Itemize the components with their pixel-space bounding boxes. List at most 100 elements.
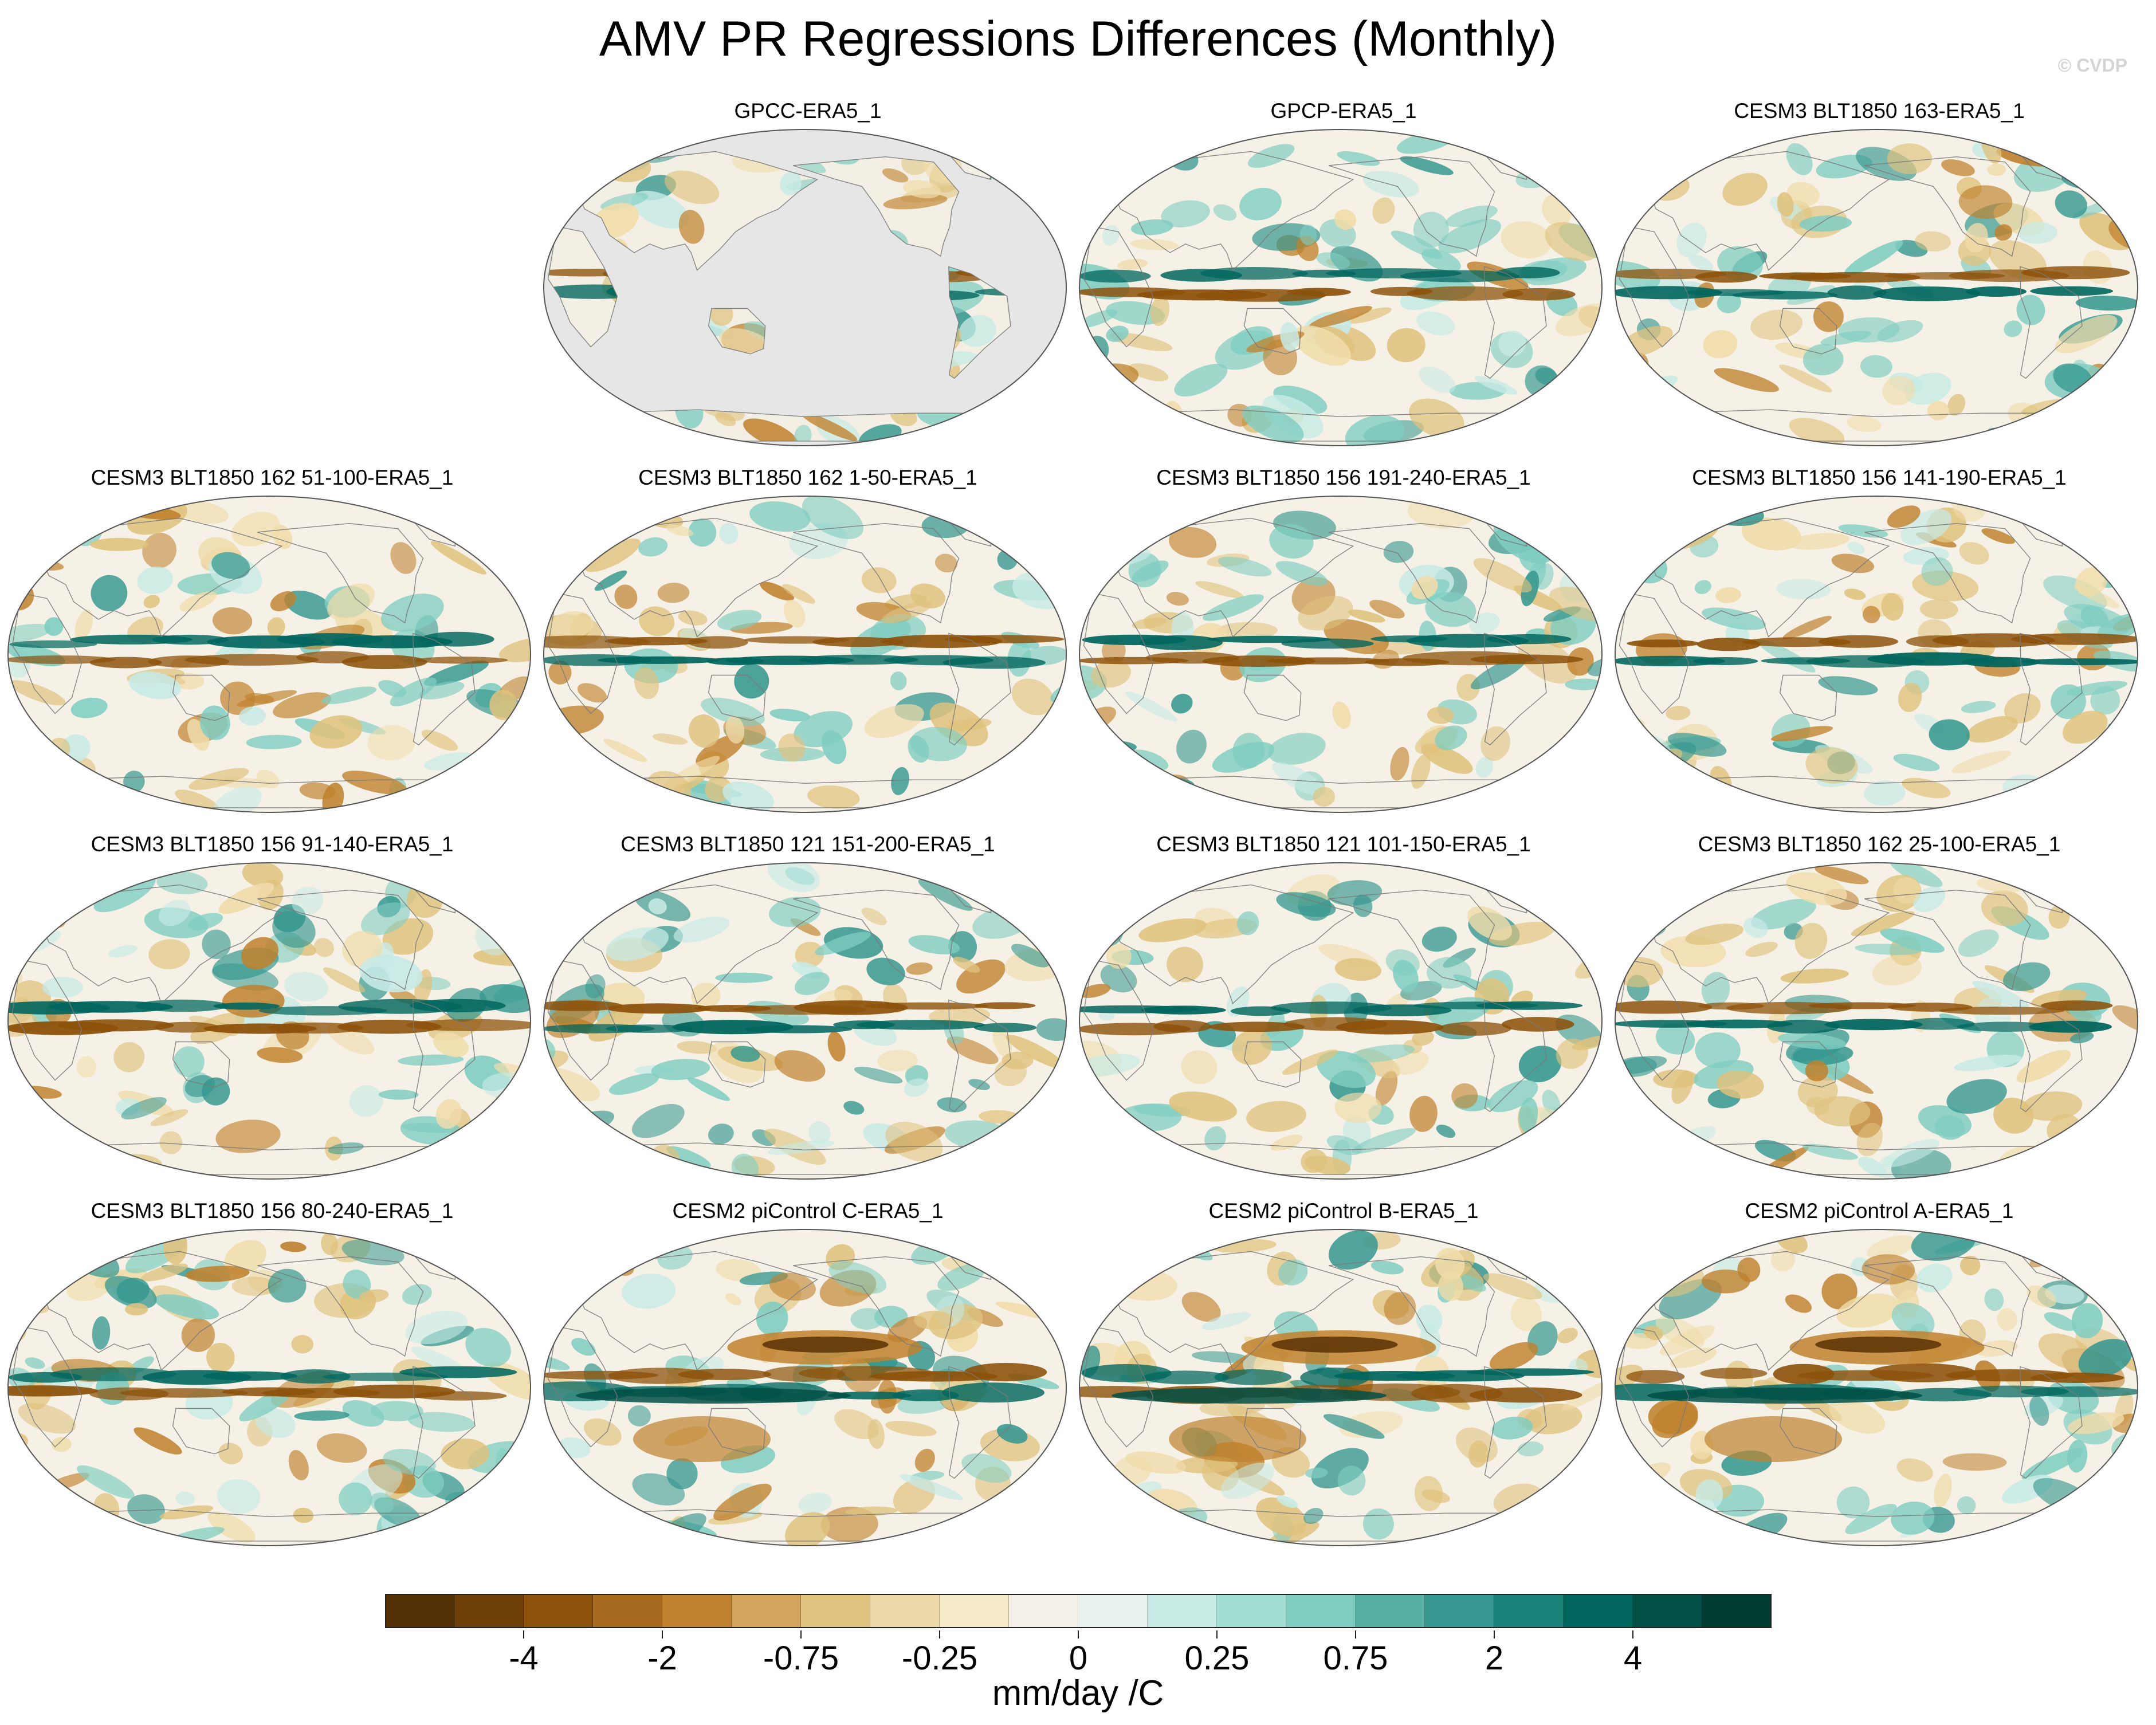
map-border	[543, 1229, 1067, 1546]
colorbar-cell	[1148, 1594, 1217, 1628]
world-map	[543, 862, 1067, 1180]
colorbar	[385, 1594, 1772, 1628]
colorbar-tick-label: 0.25	[1184, 1640, 1250, 1677]
map-border	[1615, 862, 2138, 1180]
panel-title: CESM3 BLT1850 163-ERA5_1	[1734, 99, 2025, 123]
colorbar-cell	[940, 1594, 1009, 1628]
colorbar-tick-label: 4	[1623, 1640, 1643, 1677]
map-border	[7, 496, 531, 813]
coastline	[547, 877, 1014, 1175]
world-map	[7, 496, 531, 813]
map-panel: CESM3 BLT1850 121 101-150-ERA5_1	[1077, 832, 1610, 1199]
panel-title: CESM2 piControl B-ERA5_1	[1208, 1199, 1479, 1223]
colorbar-cell	[732, 1594, 801, 1628]
colorbar-tick-label: 2	[1485, 1640, 1504, 1677]
colorbar-cell	[1217, 1594, 1286, 1628]
coastline	[1083, 144, 1550, 442]
colorbar-cell	[1078, 1594, 1148, 1628]
world-map	[1079, 862, 1603, 1180]
map-field	[1079, 129, 1602, 446]
colorbar-cell	[1494, 1594, 1564, 1628]
credit-watermark: © CVDP	[2057, 55, 2127, 76]
colorbar-cell	[1564, 1594, 1633, 1628]
colorbar-cell	[801, 1594, 870, 1628]
panel-title: CESM3 BLT1850 121 151-200-ERA5_1	[621, 832, 995, 856]
panel-title: CESM2 piControl C-ERA5_1	[672, 1199, 944, 1223]
colorbar-cell	[385, 1594, 454, 1628]
map-border	[1079, 1229, 1603, 1546]
colorbar-frame	[385, 1594, 1772, 1628]
world-map	[1615, 496, 2138, 813]
map-panel: CESM3 BLT1850 163-ERA5_1	[1613, 99, 2146, 465]
map-border	[543, 129, 1067, 446]
colorbar-cell	[662, 1594, 732, 1628]
map-field	[8, 496, 531, 812]
colorbar-tick-label: 0.75	[1323, 1640, 1388, 1677]
colorbar-tick-label: -4	[509, 1640, 539, 1677]
panel-title: CESM3 BLT1850 162 25-100-ERA5_1	[1698, 832, 2061, 856]
world-map	[543, 1229, 1067, 1546]
colorbar-tick	[1355, 1630, 1356, 1638]
map-panel: CESM3 BLT1850 156 141-190-ERA5_1	[1613, 465, 2146, 832]
map-panel: CESM3 BLT1850 162 51-100-ERA5_1	[6, 465, 539, 832]
map-field	[8, 1229, 531, 1546]
map-border	[1615, 496, 2138, 813]
map-border	[1615, 129, 2138, 446]
panel-title: GPCP-ERA5_1	[1270, 99, 1417, 123]
map-panel: CESM2 piControl B-ERA5_1	[1077, 1199, 1610, 1565]
colorbar-tick	[523, 1630, 524, 1638]
map-panel: CESM3 BLT1850 156 80-240-ERA5_1	[6, 1199, 539, 1565]
map-field	[1079, 1229, 1602, 1546]
world-map	[543, 496, 1067, 813]
map-border	[1079, 862, 1603, 1180]
coastline	[547, 144, 1014, 442]
world-map	[7, 862, 531, 1180]
coastline	[1083, 877, 1550, 1175]
panel-title: CESM2 piControl A-ERA5_1	[1745, 1199, 2014, 1223]
coastline	[1083, 510, 1550, 808]
colorbar-tick	[1216, 1630, 1218, 1638]
colorbar-cell	[593, 1594, 662, 1628]
panel-title: CESM3 BLT1850 162 1-50-ERA5_1	[638, 466, 977, 489]
panel-title: CESM3 BLT1850 156 191-240-ERA5_1	[1156, 466, 1531, 489]
map-field	[1615, 863, 2138, 1179]
map-field	[1615, 1229, 2138, 1546]
map-border	[7, 1229, 531, 1546]
world-map	[1615, 862, 2138, 1180]
colorbar-cell	[1702, 1594, 1772, 1628]
map-panel: CESM2 piControl A-ERA5_1	[1613, 1199, 2146, 1565]
coastline	[11, 1244, 478, 1542]
coastline	[547, 1244, 1014, 1542]
map-field	[8, 863, 531, 1179]
coastline	[11, 877, 478, 1175]
map-field	[544, 863, 1066, 1179]
colorbar-cell	[870, 1594, 940, 1628]
colorbar-tick-label: 0	[1069, 1640, 1088, 1677]
colorbar-tick-label: -0.25	[901, 1640, 978, 1677]
colorbar-tick	[939, 1630, 940, 1638]
coastline	[11, 510, 478, 808]
colorbar-cell	[1633, 1594, 1702, 1628]
colorbar-tick	[800, 1630, 802, 1638]
panel-title: GPCC-ERA5_1	[734, 99, 882, 123]
world-map	[543, 129, 1067, 446]
colorbar-cell	[1356, 1594, 1425, 1628]
map-panel: CESM3 BLT1850 156 191-240-ERA5_1	[1077, 465, 1610, 832]
world-map	[1079, 129, 1603, 446]
coastline	[547, 510, 1014, 808]
coastline	[1619, 144, 2086, 442]
map-panel: CESM3 BLT1850 156 91-140-ERA5_1	[6, 832, 539, 1199]
map-field	[1615, 129, 2138, 446]
panel-title: CESM3 BLT1850 121 101-150-ERA5_1	[1156, 832, 1531, 856]
world-map	[1615, 1229, 2138, 1546]
coastline	[1083, 1244, 1550, 1542]
map-field	[544, 1229, 1066, 1546]
colorbar-cell	[454, 1594, 524, 1628]
colorbar-cell	[1009, 1594, 1078, 1628]
colorbar-tick	[1632, 1630, 1633, 1638]
panel-title: CESM3 BLT1850 156 80-240-ERA5_1	[91, 1199, 454, 1223]
colorbar-tick	[1078, 1630, 1079, 1638]
map-border	[1079, 129, 1603, 446]
map-panel: CESM3 BLT1850 162 25-100-ERA5_1	[1613, 832, 2146, 1199]
panel-title: CESM3 BLT1850 156 141-190-ERA5_1	[1692, 466, 2067, 489]
